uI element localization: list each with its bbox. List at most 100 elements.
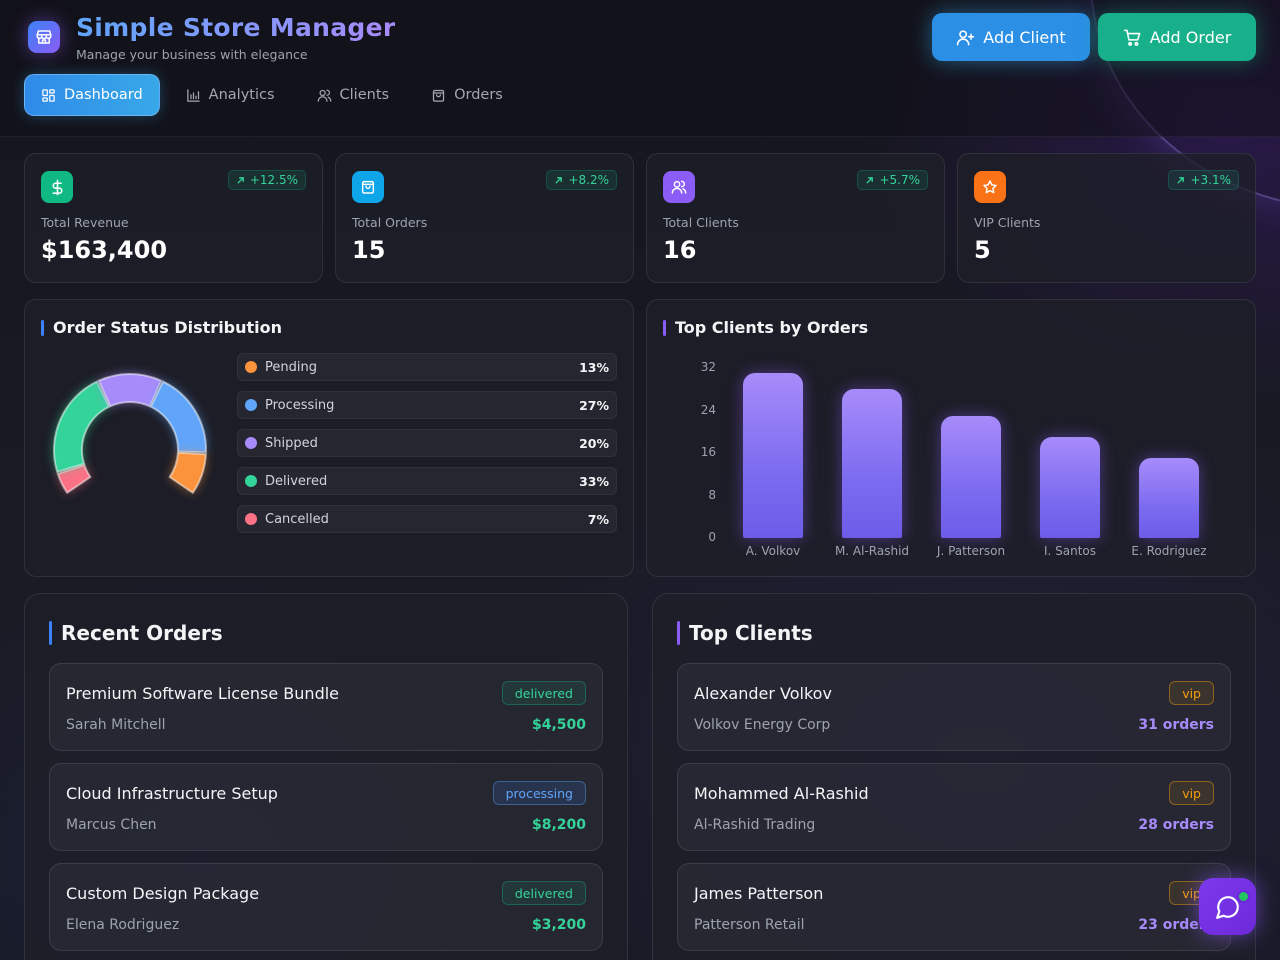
status-dot (245, 437, 257, 449)
client-item[interactable]: James Patterson vip Patterson Retail 23 … (677, 863, 1231, 951)
client-item[interactable]: Alexander Volkov vip Volkov Energy Corp … (677, 663, 1231, 751)
status-row-shipped: Shipped 20% (237, 429, 617, 457)
status-row-processing: Processing 27% (237, 391, 617, 419)
y-tick-label: 32 (700, 360, 716, 374)
store-icon (28, 21, 60, 53)
add-client-button[interactable]: Add Client (932, 13, 1090, 61)
x-tick-label: M. Al-Rashid (834, 544, 910, 558)
order-item[interactable]: Custom Design Package delivered Elena Ro… (49, 863, 603, 951)
client-orders: 23 orders (1138, 917, 1214, 933)
donut-slice-delivered (53, 380, 111, 474)
tab-dashboard[interactable]: Dashboard (24, 74, 160, 116)
donut-slice-pending (168, 451, 207, 495)
x-tick-label: A. Volkov (745, 544, 801, 558)
order-client: Elena Rodriguez (66, 917, 180, 933)
status-label: Delivered (265, 473, 328, 489)
donut-slice-processing (149, 380, 207, 454)
top-clients-title: Top Clients (677, 621, 813, 645)
client-orders: 28 orders (1138, 817, 1214, 833)
change-value: +5.7% (879, 173, 920, 187)
client-item[interactable]: Mohammed Al-Rashid vip Al-Rashid Trading… (677, 763, 1231, 851)
client-company: Al-Rashid Trading (694, 817, 816, 833)
brand: Simple Store Manager Manage your busines… (28, 14, 395, 62)
order-title: Custom Design Package (66, 884, 260, 903)
status-percent: 27% (579, 397, 609, 413)
status-row-delivered: Delivered 33% (237, 467, 617, 495)
grid-icon (42, 88, 55, 102)
order-title: Premium Software License Bundle (66, 684, 340, 703)
order-amount: $3,200 (531, 917, 586, 933)
status-badge: delivered (501, 881, 586, 905)
tab-clients[interactable]: Clients (301, 74, 406, 116)
y-tick-label: 8 (708, 487, 716, 502)
stat-value: $163,400 (41, 236, 168, 264)
status-percent: 13% (579, 359, 609, 375)
trend-up-icon (1177, 176, 1185, 184)
bag-icon (352, 171, 384, 203)
tab-orders[interactable]: Orders (415, 74, 519, 116)
status-badge: delivered (501, 681, 586, 705)
users-icon (317, 89, 331, 102)
stat-card-revenue: +12.5% Total Revenue $163,400 (24, 153, 323, 283)
add-client-label: Add Client (983, 27, 1066, 47)
change-value: +3.1% (1190, 173, 1231, 187)
status-label: Processing (265, 397, 335, 413)
client-name: Mohammed Al-Rashid (694, 784, 869, 803)
client-company: Volkov Energy Corp (694, 717, 831, 733)
add-order-label: Add Order (1149, 27, 1232, 47)
status-label: Shipped (265, 435, 318, 451)
x-tick-label: E. Rodriguez (1131, 544, 1207, 558)
bar-a-volkov (743, 373, 803, 538)
users-icon (663, 171, 695, 203)
change-value: +8.2% (568, 173, 609, 187)
status-dot (245, 399, 257, 411)
tab-analytics[interactable]: Analytics (170, 74, 291, 116)
client-company: Patterson Retail (694, 917, 805, 933)
bar-j-patterson (941, 415, 1001, 538)
dollar-icon (41, 171, 73, 203)
cart-icon (1123, 29, 1141, 46)
order-client: Sarah Mitchell (66, 717, 166, 733)
change-badge: +3.1% (1168, 170, 1239, 190)
order-item[interactable]: Cloud Infrastructure Setup processing Ma… (49, 763, 603, 851)
donut-slice-shipped (97, 373, 163, 408)
client-name: James Patterson (694, 884, 824, 903)
donut-slice-cancelled (56, 463, 92, 495)
client-orders: 31 orders (1138, 717, 1214, 733)
status-percent: 20% (579, 435, 609, 451)
bar-chart-icon (186, 88, 200, 102)
status-dot (245, 475, 257, 487)
status-badge: processing (492, 781, 586, 805)
status-row-cancelled: Cancelled 7% (237, 505, 617, 533)
stat-card-clients: +5.7% Total Clients 16 (646, 153, 945, 283)
panel-title: Top Clients by Orders (663, 319, 868, 337)
chat-button[interactable] (1199, 878, 1256, 935)
trend-up-icon (555, 176, 563, 184)
order-status-panel: Order Status Distribution Pending 13% Pr… (24, 299, 634, 577)
status-percent: 33% (579, 473, 609, 489)
x-tick-label: J. Patterson (936, 544, 1006, 558)
recent-orders-panel: Recent Orders Premium Software License B… (24, 593, 628, 960)
bar-m-al-rashid (842, 389, 902, 538)
star-icon (974, 171, 1006, 203)
status-dot (245, 361, 257, 373)
order-amount: $8,200 (531, 817, 586, 833)
stat-label: VIP Clients (974, 215, 1041, 230)
online-status-dot (1237, 890, 1250, 903)
client-name: Alexander Volkov (694, 684, 832, 703)
tier-badge: vip (1169, 781, 1214, 805)
bar-i-santos (1040, 437, 1100, 538)
order-item[interactable]: Premium Software License Bundle delivere… (49, 663, 603, 751)
status-label: Cancelled (265, 511, 329, 527)
trend-up-icon (237, 176, 244, 184)
stat-label: Total Revenue (41, 215, 129, 230)
top-clients-panel: Top Clients Alexander Volkov vip Volkov … (652, 593, 1256, 960)
trend-up-icon (866, 176, 874, 184)
recent-orders-title: Recent Orders (49, 621, 223, 645)
order-client: Marcus Chen (66, 817, 157, 833)
change-badge: +5.7% (857, 170, 928, 190)
add-order-button[interactable]: Add Order (1098, 13, 1256, 61)
y-tick-label: 16 (700, 445, 716, 459)
tab-orders-label: Orders (454, 87, 503, 103)
change-badge: +12.5% (227, 170, 306, 190)
